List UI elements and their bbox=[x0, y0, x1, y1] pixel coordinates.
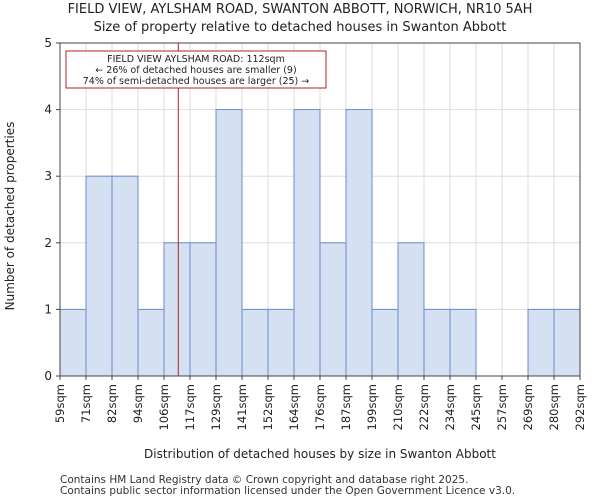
bar bbox=[423, 308, 451, 377]
y-tick-label: 4 bbox=[44, 103, 52, 117]
bar bbox=[293, 109, 321, 377]
x-tick-label: 292sqm bbox=[573, 384, 587, 430]
x-tick-label: 269sqm bbox=[521, 384, 535, 430]
y-ticks: 0 1 2 3 4 5 bbox=[44, 36, 60, 383]
bar bbox=[371, 308, 399, 377]
x-tick-label: 71sqm bbox=[79, 384, 93, 423]
x-tick-label: 187sqm bbox=[339, 384, 353, 430]
x-tick-label: 176sqm bbox=[313, 384, 327, 430]
y-tick-label: 5 bbox=[44, 36, 52, 50]
x-tick-label: 117sqm bbox=[183, 384, 197, 430]
footer-licence: Contains public sector information licen… bbox=[60, 485, 516, 497]
chart-title: FIELD VIEW, AYLSHAM ROAD, SWANTON ABBOTT… bbox=[67, 2, 533, 17]
y-axis-label: Number of detached properties bbox=[3, 122, 17, 311]
annotation-line-3: 74% of semi-detached houses are larger (… bbox=[83, 76, 310, 87]
x-tick-label: 245sqm bbox=[469, 384, 483, 430]
x-tick-label: 164sqm bbox=[287, 384, 301, 430]
bar bbox=[111, 175, 139, 377]
bar bbox=[527, 308, 555, 377]
bar bbox=[85, 175, 113, 377]
chart-subtitle: Size of property relative to detached ho… bbox=[93, 20, 507, 35]
x-tick-label: 280sqm bbox=[547, 384, 561, 430]
x-tick-label: 129sqm bbox=[209, 384, 223, 430]
bar bbox=[241, 308, 269, 377]
bar bbox=[319, 242, 347, 377]
x-tick-label: 199sqm bbox=[365, 384, 379, 430]
bar bbox=[189, 242, 217, 377]
y-tick-label: 2 bbox=[44, 236, 52, 250]
annotation-line-2: ← 26% of detached houses are smaller (9) bbox=[95, 65, 296, 76]
bar bbox=[267, 308, 295, 377]
annotation-box: FIELD VIEW AYLSHAM ROAD: 112sqm ← 26% of… bbox=[65, 50, 327, 89]
y-tick-label: 1 bbox=[44, 302, 52, 316]
x-axis-label: Distribution of detached houses by size … bbox=[144, 447, 496, 461]
x-tick-label: 152sqm bbox=[261, 384, 275, 430]
x-tick-label: 106sqm bbox=[157, 384, 171, 430]
x-tick-label: 234sqm bbox=[443, 384, 457, 430]
x-tick-label: 94sqm bbox=[131, 384, 145, 423]
x-tick-label: 210sqm bbox=[391, 384, 405, 430]
bar bbox=[449, 308, 477, 377]
x-tick-label: 141sqm bbox=[235, 384, 249, 430]
bar bbox=[163, 242, 191, 377]
bar bbox=[215, 109, 243, 377]
bar bbox=[345, 109, 373, 377]
x-tick-label: 59sqm bbox=[53, 384, 67, 423]
x-tick-label: 257sqm bbox=[495, 384, 509, 430]
bar bbox=[553, 308, 581, 377]
footer-copyright: Contains HM Land Registry data © Crown c… bbox=[60, 474, 469, 486]
x-tick-label: 82sqm bbox=[105, 384, 119, 423]
bar bbox=[397, 242, 425, 377]
x-ticks: 59sqm 71sqm 82sqm 94sqm 106sqm 117sqm 129sqm 14… bbox=[53, 376, 587, 430]
annotation-line-1: FIELD VIEW AYLSHAM ROAD: 112sqm bbox=[107, 54, 285, 65]
bar bbox=[137, 308, 165, 377]
y-tick-label: 3 bbox=[44, 169, 52, 183]
x-tick-label: 222sqm bbox=[417, 384, 431, 430]
y-tick-label: 0 bbox=[44, 369, 52, 383]
bar bbox=[59, 308, 87, 377]
